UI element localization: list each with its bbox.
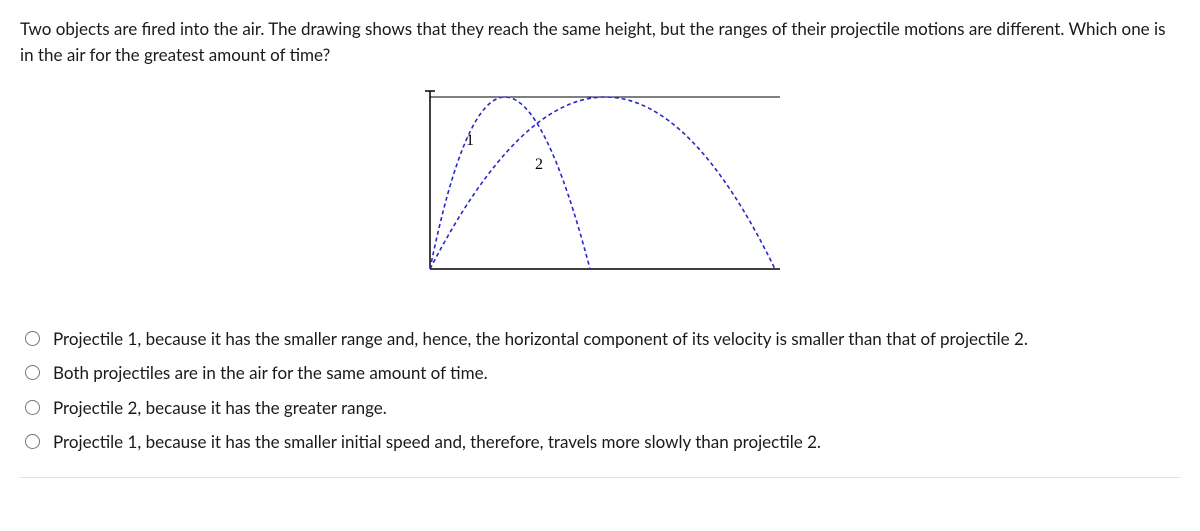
svg-text:2: 2 bbox=[535, 156, 543, 173]
option-label: Both projectiles are in the air for the … bbox=[53, 360, 1180, 386]
option-row[interactable]: Projectile 1, because it has the smaller… bbox=[20, 429, 1180, 455]
option-row[interactable]: Projectile 1, because it has the smaller… bbox=[20, 326, 1180, 352]
option-label: Projectile 2, because it has the greater… bbox=[53, 395, 1180, 421]
option-label: Projectile 1, because it has the smaller… bbox=[53, 429, 1180, 455]
projectile-diagram: 12 bbox=[410, 79, 790, 279]
option-row[interactable]: Both projectiles are in the air for the … bbox=[20, 360, 1180, 386]
question-prompt: Two objects are fired into the air. The … bbox=[20, 16, 1180, 69]
bottom-divider bbox=[20, 477, 1180, 478]
options-group: Projectile 1, because it has the smaller… bbox=[20, 326, 1180, 455]
option-row[interactable]: Projectile 2, because it has the greater… bbox=[20, 395, 1180, 421]
option-radio-1[interactable] bbox=[25, 365, 40, 380]
option-label: Projectile 1, because it has the smaller… bbox=[53, 326, 1180, 352]
option-radio-0[interactable] bbox=[25, 331, 40, 346]
svg-text:1: 1 bbox=[466, 132, 474, 149]
figure-container: 12 bbox=[20, 79, 1180, 286]
option-radio-2[interactable] bbox=[25, 400, 40, 415]
option-radio-3[interactable] bbox=[25, 434, 40, 449]
